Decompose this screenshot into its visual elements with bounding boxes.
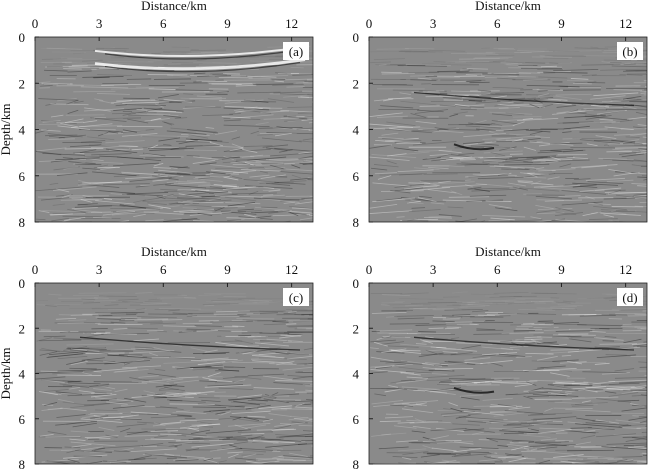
x-tick-label: 3 <box>430 262 437 277</box>
y-tick-label: 4 <box>19 367 26 382</box>
panel-label: (b) <box>622 44 637 59</box>
y-tick-label: 8 <box>353 215 360 230</box>
y-tick-label: 4 <box>353 123 360 138</box>
y-axis-title: Depth/km <box>0 104 13 156</box>
y-tick-label: 4 <box>353 367 360 382</box>
x-tick-label: 6 <box>494 262 501 277</box>
y-tick-label: 0 <box>353 276 360 291</box>
x-tick-label: 6 <box>160 262 167 277</box>
y-tick-label: 8 <box>353 457 360 472</box>
panel-b: Distance/km 0 3 6 9 12 0 2 4 6 8 (b) <box>353 0 648 230</box>
x-tick-label: 12 <box>285 262 298 277</box>
y-tick-label: 6 <box>19 412 26 427</box>
y-tick-label: 8 <box>19 215 26 230</box>
x-tick-label: 3 <box>96 262 103 277</box>
seismic-image <box>369 283 647 464</box>
x-axis-title: Distance/km <box>475 244 541 259</box>
y-tick-label: 2 <box>19 321 26 336</box>
y-tick-label: 6 <box>353 169 360 184</box>
x-tick-label: 0 <box>32 262 39 277</box>
y-tick-label: 0 <box>353 30 360 45</box>
x-tick-label: 0 <box>32 16 39 31</box>
x-tick-label: 0 <box>366 262 373 277</box>
x-tick-label: 6 <box>494 16 501 31</box>
x-tick-label: 12 <box>285 16 298 31</box>
x-axis-title: Distance/km <box>141 244 207 259</box>
y-tick-label: 6 <box>19 169 26 184</box>
panel-d: Distance/km 0 3 6 9 12 0 2 4 6 8 (d) <box>353 244 648 472</box>
x-tick-label: 9 <box>558 262 565 277</box>
seismic-image <box>35 283 313 464</box>
seismic-image <box>369 37 647 222</box>
y-tick-label: 0 <box>19 30 26 45</box>
y-tick-label: 4 <box>19 123 26 138</box>
y-tick-label: 6 <box>353 412 360 427</box>
x-tick-label: 9 <box>224 16 231 31</box>
panel-label: (d) <box>622 290 637 305</box>
y-axis-title: Depth/km <box>0 348 13 400</box>
x-tick-label: 6 <box>160 16 167 31</box>
y-tick-label: 8 <box>19 457 26 472</box>
panel-a: Distance/km 0 3 6 9 12 0 2 4 6 8 Depth/km (a) <box>0 0 314 230</box>
y-tick-label: 0 <box>19 276 26 291</box>
x-tick-label: 3 <box>430 16 437 31</box>
y-tick-label: 2 <box>353 76 360 91</box>
panel-label: (c) <box>289 290 303 305</box>
x-tick-label: 12 <box>619 16 632 31</box>
x-axis-title: Distance/km <box>475 0 541 13</box>
y-tick-label: 2 <box>353 321 360 336</box>
x-tick-label: 9 <box>558 16 565 31</box>
x-tick-label: 12 <box>619 262 632 277</box>
x-axis-title: Distance/km <box>141 0 207 13</box>
x-tick-label: 9 <box>224 262 231 277</box>
panel-label: (a) <box>289 44 303 59</box>
x-tick-label: 3 <box>96 16 103 31</box>
panel-c: Distance/km 0 3 6 9 12 0 2 4 6 8 Depth/km (c) <box>0 244 314 472</box>
y-tick-label: 2 <box>19 76 26 91</box>
x-tick-label: 0 <box>366 16 373 31</box>
